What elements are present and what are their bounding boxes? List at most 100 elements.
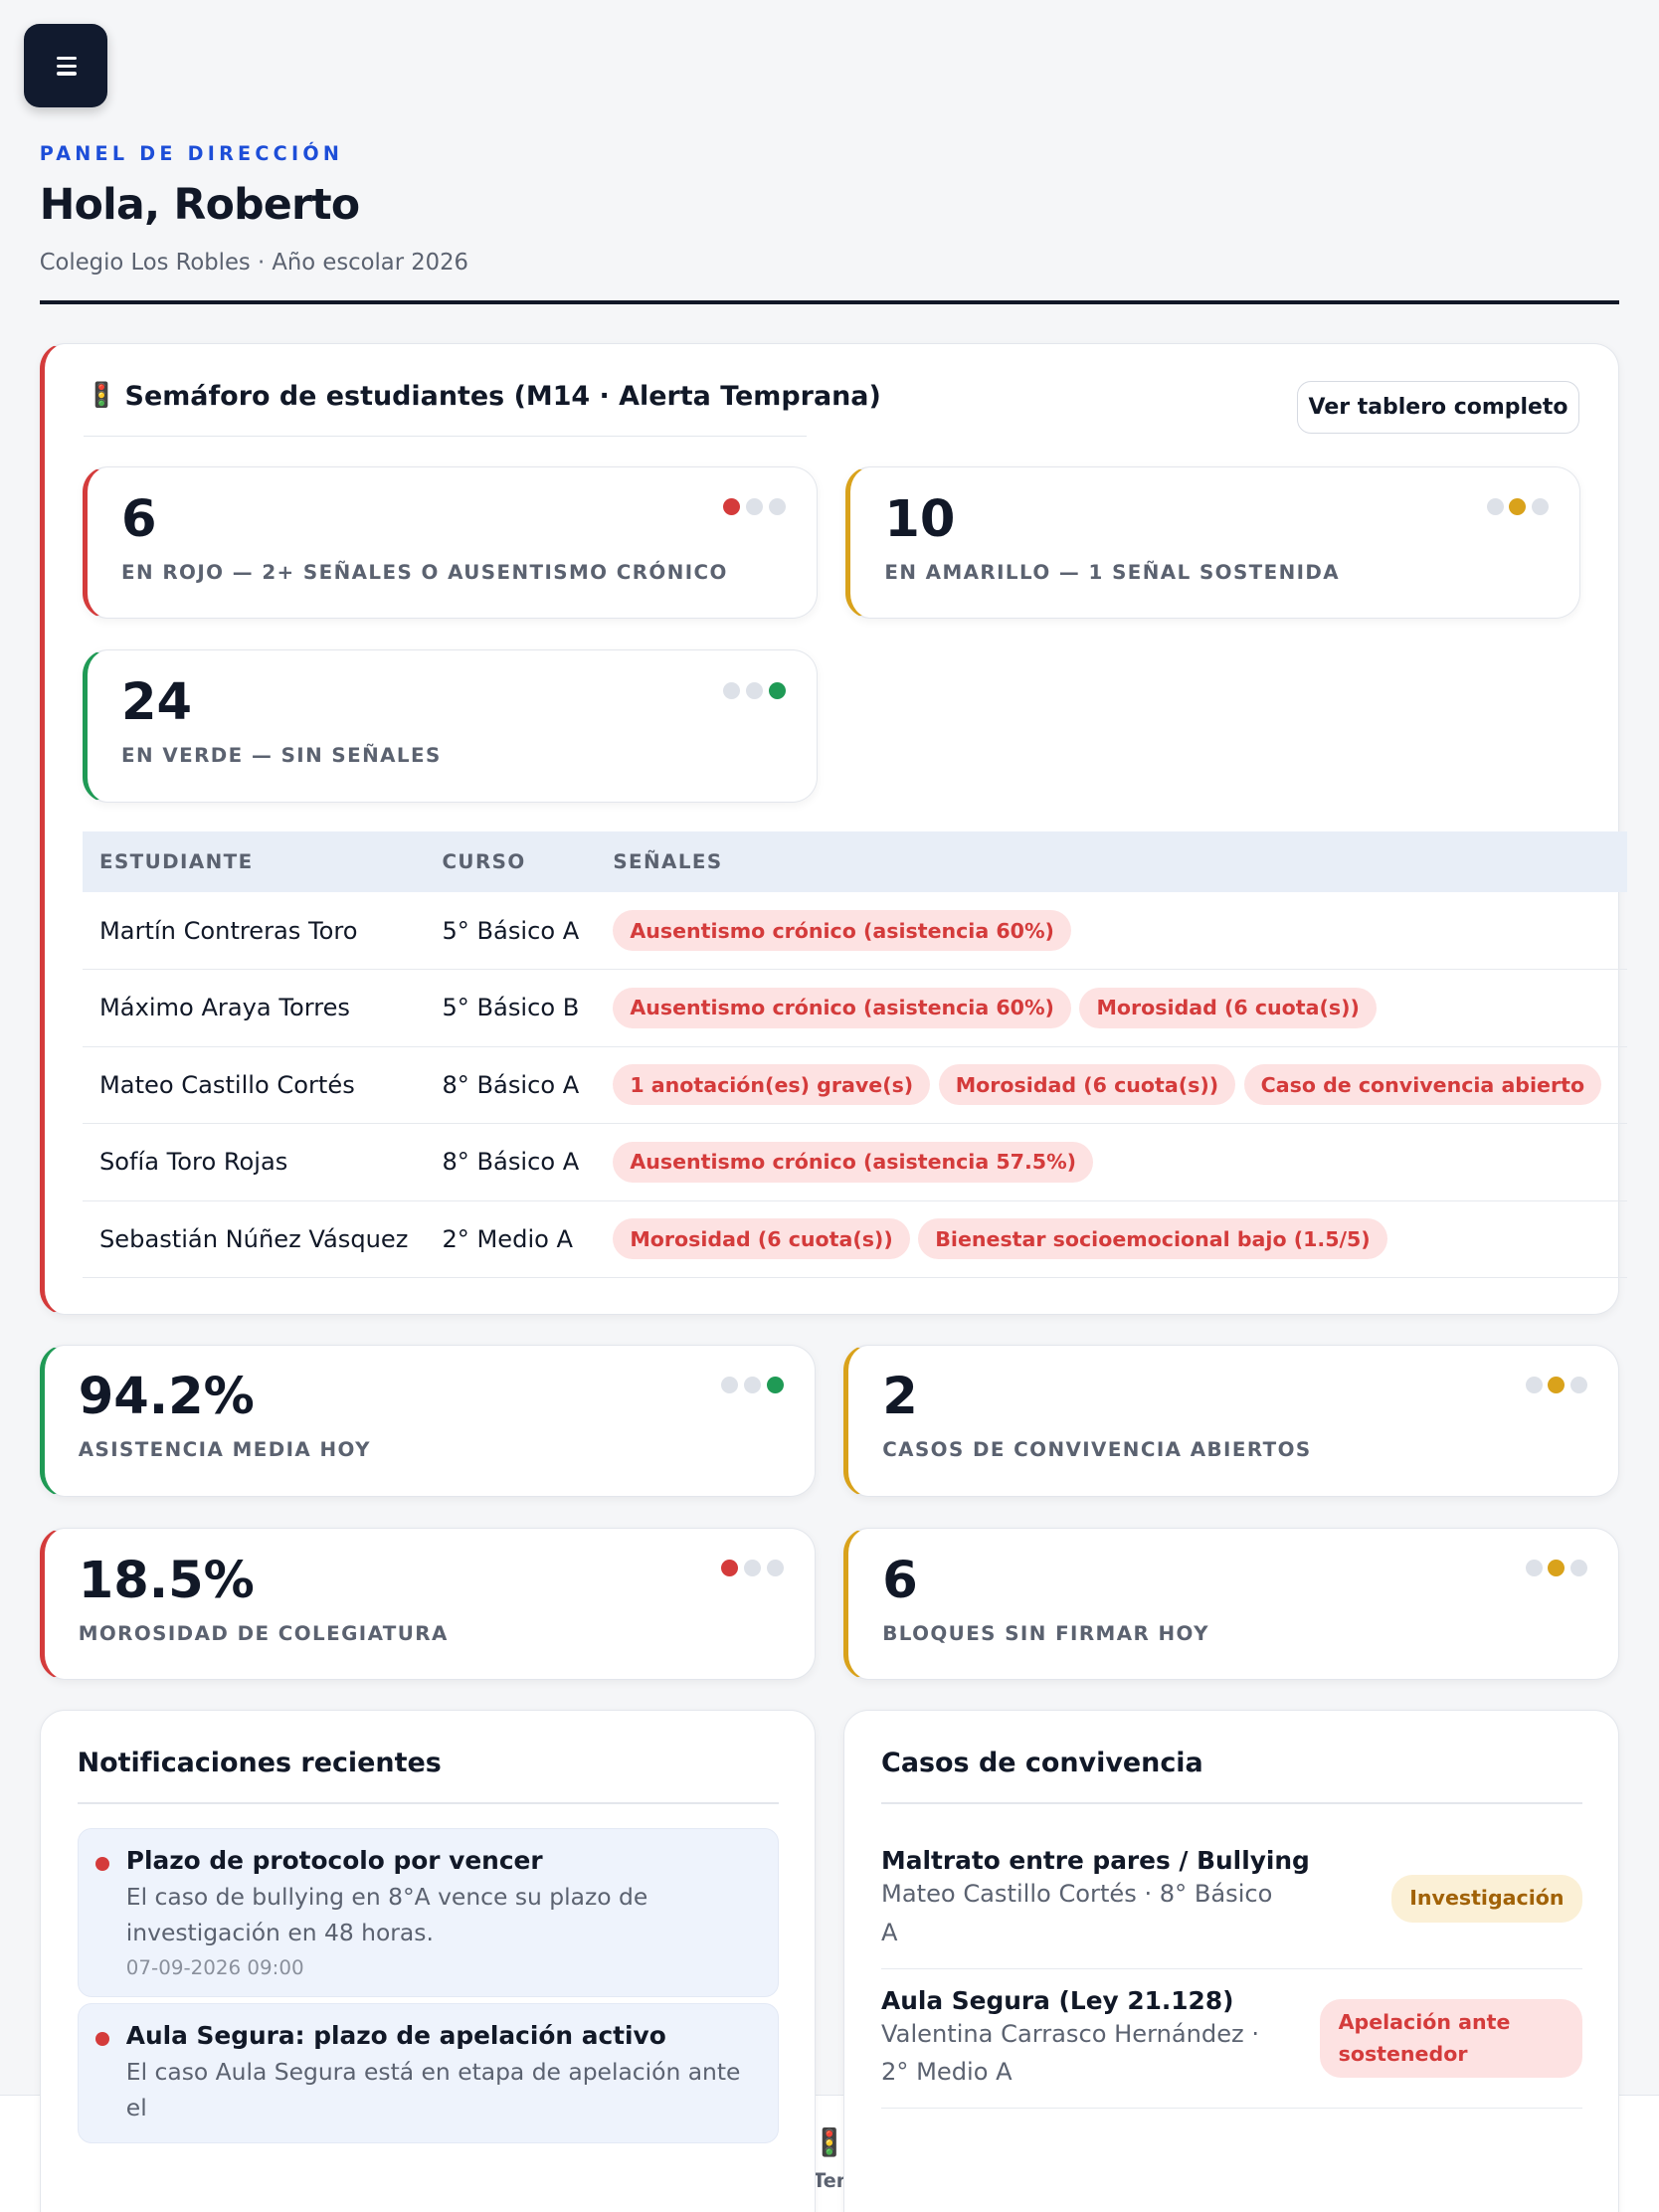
- status-dot: [1570, 1376, 1588, 1393]
- stat-value: 10: [884, 489, 956, 549]
- table-row: Sofía Toro Rojas 8° Básico A Ausentismo cr…: [82, 1123, 1627, 1201]
- status-dot: [1509, 498, 1527, 516]
- stat-card: 2 CASOS DE CONVIVENCIA ABIERTOS: [843, 1344, 1620, 1497]
- status-dots: [721, 1376, 784, 1393]
- eyebrow: PANEL DE DIRECCIÓN: [39, 142, 344, 166]
- notification-title: Aula Segura: plazo de apelación activo: [125, 2020, 666, 2050]
- stat-card: 24 EN VERDE — SIN SEÑALES: [82, 649, 818, 803]
- signal-pill: Ausentismo crónico (asistencia 57.5%): [613, 1141, 1094, 1183]
- status-dot: [1525, 1376, 1543, 1393]
- stat-card: 18.5% MOROSIDAD DE COLEGIATURA: [39, 1528, 816, 1681]
- status-dot: [1548, 1560, 1566, 1577]
- column-header: SEÑALES: [596, 831, 1627, 893]
- status-dot: [1570, 1560, 1588, 1577]
- menu-button[interactable]: [24, 24, 107, 107]
- course: 8° Básico A: [425, 1046, 597, 1125]
- case-status: Apelación ante sostenedor: [1320, 1998, 1582, 2079]
- divider: [39, 300, 1620, 305]
- stat-card: 94.2% ASISTENCIA MEDIA HOY: [39, 1344, 816, 1497]
- stat-card: 10 EN AMARILLO — 1 SEÑAL SOSTENIDA: [845, 466, 1581, 620]
- table-row: Martín Contreras Toro 5° Básico A Ausentis…: [82, 892, 1627, 970]
- stat-label: EN VERDE — SIN SEÑALES: [121, 744, 442, 768]
- stat-label: CASOS DE CONVIVENCIA ABIERTOS: [882, 1438, 1312, 1462]
- semaforo-card: 🚦 Semáforo de estudiantes (M14 · Alerta …: [39, 342, 1627, 1315]
- student-name: Mateo Castillo Cortés: [82, 1046, 426, 1125]
- case-info: Aula Segura (Ley 21.128) Valentina Carras…: [881, 1986, 1290, 2092]
- stat-value: 6: [882, 1551, 918, 1610]
- signal-pill: Caso de convivencia abierto: [1243, 1064, 1602, 1106]
- case-title: Maltrato entre pares / Bullying: [881, 1846, 1310, 1876]
- semaforo-icon: 🚦: [87, 380, 117, 409]
- notification[interactable]: Plazo de protocolo por vencer El caso de …: [77, 1827, 779, 1998]
- status-dot: [766, 1376, 784, 1393]
- status-dot: [1486, 498, 1504, 516]
- status-dot: [1532, 498, 1550, 516]
- student-name: Martín Contreras Toro: [82, 892, 426, 970]
- signals: Ausentismo crónico (asistencia 57.5%): [596, 1123, 1627, 1201]
- status-dot: [768, 681, 786, 699]
- stat-label: EN ROJO — 2+ SEÑALES O AUSENTISMO CRÓNIC…: [121, 560, 728, 584]
- status-dots: [1525, 1560, 1588, 1577]
- status-dot: [768, 498, 786, 516]
- status-dots: [1486, 498, 1550, 516]
- signal-pill: Morosidad (6 cuota(s)): [613, 1218, 910, 1260]
- signal-pill: 1 anotación(es) grave(s): [613, 1064, 931, 1106]
- notification-body: El caso Aula Segura está en etapa de ape…: [125, 2058, 741, 2121]
- signal-pill: Ausentismo crónico (asistencia 60%): [613, 910, 1071, 952]
- status-dot: [743, 1560, 761, 1577]
- stat-value: 24: [121, 673, 193, 733]
- semaforo-title: Semáforo de estudiantes (M14 · Alerta Te…: [124, 380, 881, 412]
- status-dots: [1525, 1376, 1588, 1393]
- notification-time: 07-09-2026 09:00: [125, 1956, 304, 1980]
- signals: Ausentismo crónico (asistencia 60%): [596, 892, 1627, 970]
- title-rule: [881, 1802, 1582, 1804]
- cases-list: Maltrato entre pares / Bullying Mateo Cas…: [881, 1829, 1582, 2110]
- column-header: CURSO: [425, 831, 597, 893]
- table-header: ESTUDIANTE CURSO SEÑALES: [82, 831, 1627, 893]
- course: 5° Básico B: [425, 969, 597, 1047]
- student-name: Sebastián Núñez Vásquez: [82, 1200, 426, 1279]
- unread-dot: [94, 1857, 109, 1872]
- nav-icon: 🚦: [813, 2127, 846, 2159]
- signal-pill: Morosidad (6 cuota(s)): [938, 1064, 1236, 1106]
- status-dots: [723, 681, 786, 699]
- status-dot: [723, 498, 741, 516]
- stat-value: 2: [882, 1368, 918, 1427]
- view-board-button[interactable]: Ver tablero completo: [1297, 380, 1579, 435]
- stat-label: MOROSIDAD DE COLEGIATURA: [78, 1621, 449, 1645]
- status-dot: [746, 681, 764, 699]
- cases-card: Casos de convivencia Maltrato entre pares…: [843, 1710, 1620, 2212]
- case-subtitle: Mateo Castillo Cortés · 8° Básico A: [881, 1880, 1273, 1946]
- status-dot: [1525, 1560, 1543, 1577]
- table-row: Máximo Araya Torres 5° Básico B Ausentismo…: [82, 969, 1627, 1047]
- notifications-card: Notificaciones recientes Plazo de protoco…: [39, 1710, 816, 2212]
- cases-title: Casos de convivencia: [881, 1747, 1203, 1778]
- status-dot: [766, 1560, 784, 1577]
- students-table: ESTUDIANTE CURSO SEÑALES Martín Contreras T…: [82, 831, 1627, 1279]
- notifications-list: Plazo de protocolo por vencer El caso de …: [77, 1827, 779, 2149]
- case-item[interactable]: Maltrato entre pares / Bullying Mateo Cas…: [881, 1829, 1582, 1969]
- case-subtitle: Valentina Carrasco Hernández · 2° Medio …: [881, 2019, 1260, 2087]
- signals: Ausentismo crónico (asistencia 60%) Moros…: [596, 969, 1627, 1047]
- case-title: Aula Segura (Ley 21.128): [881, 1985, 1234, 2015]
- table-row: Mateo Castillo Cortés 8° Básico A 1 anotac…: [82, 1046, 1627, 1125]
- student-name: Sofía Toro Rojas: [82, 1123, 426, 1201]
- signal-pill: Ausentismo crónico (asistencia 60%): [613, 987, 1071, 1028]
- status-dots: [723, 498, 786, 516]
- status-dot: [721, 1560, 739, 1577]
- student-name: Máximo Araya Torres: [82, 969, 426, 1047]
- course: 8° Básico A: [425, 1123, 597, 1201]
- course: 5° Básico A: [425, 892, 597, 970]
- case-item[interactable]: Aula Segura (Ley 21.128) Valentina Carras…: [881, 1969, 1582, 2110]
- status-dot: [723, 681, 741, 699]
- signal-pill: Morosidad (6 cuota(s)): [1079, 987, 1377, 1028]
- stat-card: 6 BLOQUES SIN FIRMAR HOY: [843, 1528, 1620, 1681]
- stat-value: 94.2%: [78, 1368, 255, 1427]
- signal-pill: Bienestar socioemocional bajo (1.5/5): [918, 1218, 1387, 1260]
- notification[interactable]: Aula Segura: plazo de apelación activo El…: [77, 2002, 779, 2144]
- title-rule: [77, 1802, 779, 1804]
- stat-card: 6 EN ROJO — 2+ SEÑALES O AUSENTISMO CRÓNI…: [82, 466, 818, 620]
- notification-body: El caso de bullying en 8°A vence su plaz…: [125, 1883, 648, 1946]
- column-header: ESTUDIANTE: [82, 831, 426, 893]
